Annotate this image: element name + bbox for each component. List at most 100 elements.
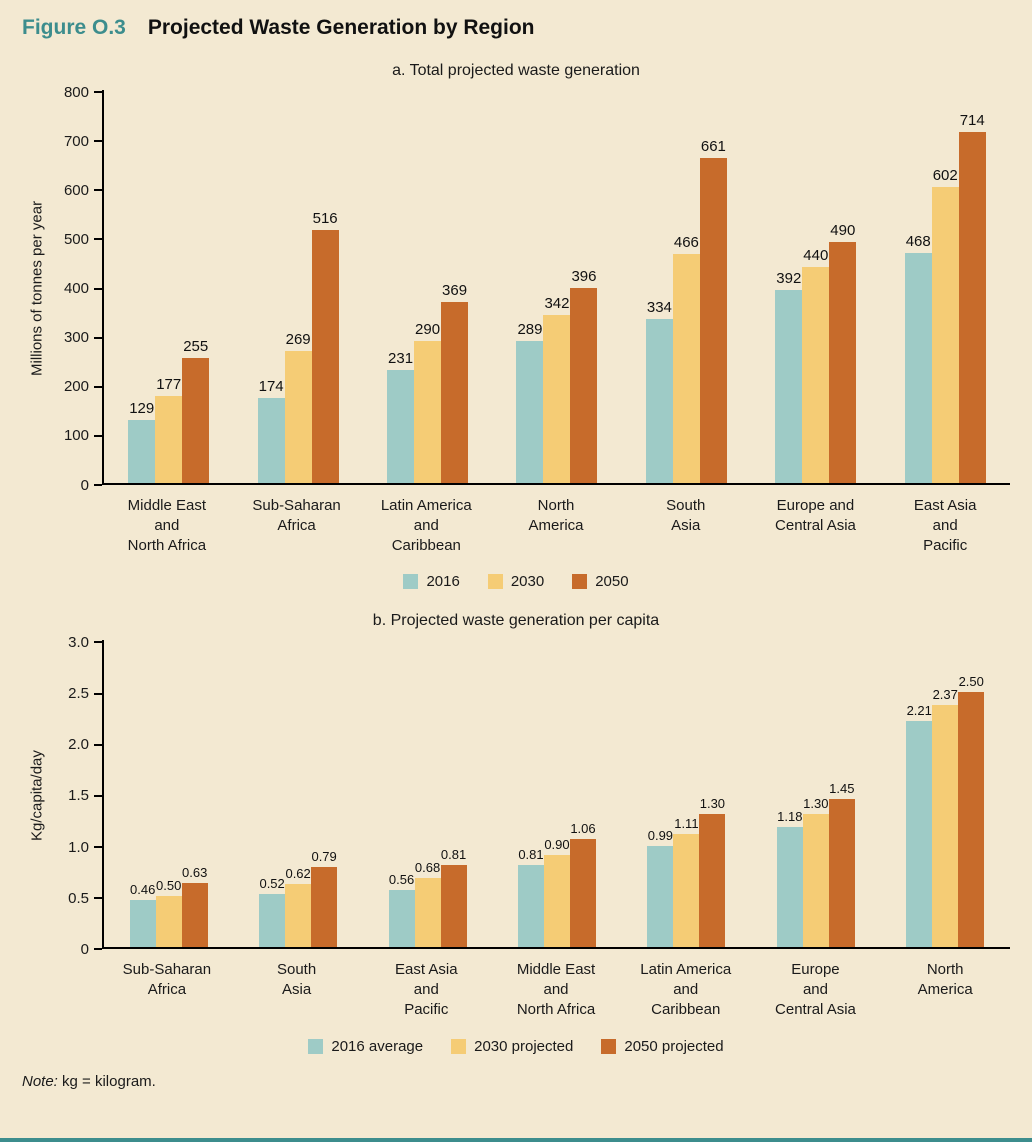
- x-axis-label: East Asia and Pacific: [880, 496, 1010, 555]
- chart-body: Kg/capita/day 0 0.5 1.0 1.5 2.0 2.5 3.0 0.46 0.50…: [22, 634, 1010, 958]
- x-axis-label-line: Latin America: [640, 961, 732, 979]
- chart-body: Millions of tonnes per year 0 100 200 300 400…: [22, 84, 1010, 494]
- x-axis-label-line: Europe and: [776, 497, 855, 514]
- x-axis-label-line: Central Asia: [775, 516, 856, 534]
- y-tick-label: 600: [63, 181, 89, 199]
- y-axis-tick: 1.5: [68, 787, 102, 805]
- y-tick-label: 100: [63, 427, 89, 445]
- legend-item: 2050: [572, 573, 629, 591]
- plot-area: 129 177 255 174 269 516 231 290 369 289 342 396 334 4…: [102, 90, 1010, 485]
- bar-value-label: 174: [258, 377, 284, 395]
- y-axis-tick: 2.5: [68, 685, 102, 703]
- figure-title: Projected Waste Generation by Region: [147, 16, 535, 39]
- y-tick-mark: [94, 692, 102, 695]
- figure-header: Figure O.3 Projected Waste Generation by…: [22, 16, 1010, 40]
- bar-2030: 269: [284, 331, 312, 483]
- y-axis-tick: 0.5: [68, 889, 102, 907]
- x-axis-label-line: North: [926, 961, 964, 979]
- legend-label: 2050 projected: [624, 1037, 724, 1055]
- legend-label: 2016: [426, 573, 460, 591]
- bar-2050-projected: 2.50: [958, 674, 985, 948]
- legend-swatch: [403, 574, 419, 590]
- bar-value-label: 2.37: [932, 686, 958, 702]
- bar-group: 2.21 2.37 2.50: [881, 674, 1010, 948]
- x-axis-label-line: Sub-Saharan: [252, 497, 341, 514]
- legend-swatch: [487, 574, 503, 590]
- bar-value-label: 1.30: [699, 796, 726, 812]
- figure-label: Figure O.3: [22, 16, 126, 39]
- bar-2030-projected: 0.62: [285, 866, 312, 948]
- y-tick-label: 3.0: [68, 633, 89, 651]
- bar-value-label: 2.21: [906, 703, 932, 719]
- chart-total-waste-generation: a. Total projected waste generation Milli…: [22, 62, 1010, 590]
- legend-item: 2016: [403, 573, 460, 591]
- y-tick-label: 0: [80, 476, 89, 494]
- bar-2030-projected: 2.37: [932, 687, 959, 948]
- y-axis: 0 0.5 1.0 1.5 2.0 2.5 3.0: [52, 634, 102, 958]
- bar-2016: 174: [257, 378, 285, 483]
- bar-2016: 468: [904, 233, 932, 483]
- legend-swatch: [308, 1038, 324, 1054]
- x-axis-label-line: Caribbean: [651, 1000, 721, 1018]
- y-tick-label: 2.0: [68, 736, 89, 754]
- y-tick-mark: [94, 140, 102, 143]
- x-axis-label: Europe and Central Asia: [751, 960, 881, 1019]
- bar-2050-projected: 1.30: [699, 796, 726, 948]
- bar-2030-projected: 1.30: [802, 796, 829, 948]
- y-tick-mark: [94, 743, 102, 746]
- bar-2016: 289: [516, 321, 544, 483]
- chart-waste-per-capita: b. Projected waste generation per capita…: [22, 612, 1010, 1055]
- y-tick-mark: [94, 336, 102, 339]
- bar-2050: 369: [441, 282, 469, 483]
- y-axis-tick: 600: [64, 181, 102, 199]
- y-tick-mark: [94, 641, 102, 644]
- legend-item: 2050 projected: [601, 1037, 724, 1055]
- legend-swatch: [601, 1038, 617, 1054]
- legend: 2016 2030 2050: [22, 573, 1010, 590]
- bar-value-label: 0.56: [388, 872, 415, 888]
- legend-label: 2050: [595, 573, 629, 591]
- bar-value-label: 369: [442, 281, 468, 299]
- bar-2030: 177: [155, 376, 183, 483]
- bar-2030: 342: [543, 295, 571, 483]
- x-axis-label: Middle East and North Africa: [491, 960, 621, 1019]
- x-axis-label: Sub-Saharan Africa: [102, 960, 232, 1019]
- bar-value-label: 342: [544, 295, 570, 312]
- legend-item: 2030: [487, 573, 544, 590]
- bar-value-label: 0.52: [259, 876, 285, 892]
- x-axis-label: North America: [880, 960, 1010, 1019]
- x-axis-label: Latin America and Caribbean: [621, 960, 751, 1019]
- y-tick-label: 200: [63, 378, 89, 396]
- bar-group: 174 269 516: [233, 210, 362, 483]
- x-axis-label-line: Pacific: [923, 536, 968, 554]
- x-axis-label-line: Asia: [671, 516, 701, 534]
- x-axis-label-line: East Asia: [395, 961, 458, 979]
- bar-2050: 490: [829, 222, 857, 483]
- bar-value-label: 290: [415, 320, 441, 338]
- bar-group: 0.56 0.68 0.81: [363, 847, 492, 948]
- x-axis-label-line: America: [528, 516, 584, 534]
- bar-2030: 440: [802, 247, 830, 483]
- x-axis-label-line: Central Asia: [775, 1000, 856, 1018]
- bar-2016-average: 2.21: [906, 703, 933, 948]
- bar-2016-average: 1.18: [776, 809, 803, 948]
- x-axis-label: Europe and Central Asia: [751, 496, 881, 555]
- x-axis-label-line: and: [802, 981, 828, 999]
- bar-value-label: 0.68: [414, 859, 441, 875]
- x-axis-label-line: America: [917, 981, 973, 999]
- x-axis-label: South Asia: [621, 496, 751, 555]
- y-axis-tick: 200: [64, 378, 102, 396]
- x-axis-label-line: Europe: [791, 961, 840, 979]
- y-tick-mark: [94, 897, 102, 900]
- bar-group: 468 602 714: [881, 112, 1010, 483]
- x-axis-label-line: North Africa: [127, 536, 207, 554]
- bar-value-label: 0.99: [647, 828, 674, 844]
- x-axis-label-line: Latin America: [380, 497, 472, 514]
- y-tick-label: 300: [63, 329, 89, 347]
- y-tick-mark: [94, 846, 102, 849]
- bar-2016-average: 0.46: [129, 882, 156, 948]
- x-axis-label-line: Africa: [147, 981, 187, 999]
- bar-value-label: 1.45: [829, 781, 855, 797]
- y-axis-tick: 1.0: [68, 838, 102, 856]
